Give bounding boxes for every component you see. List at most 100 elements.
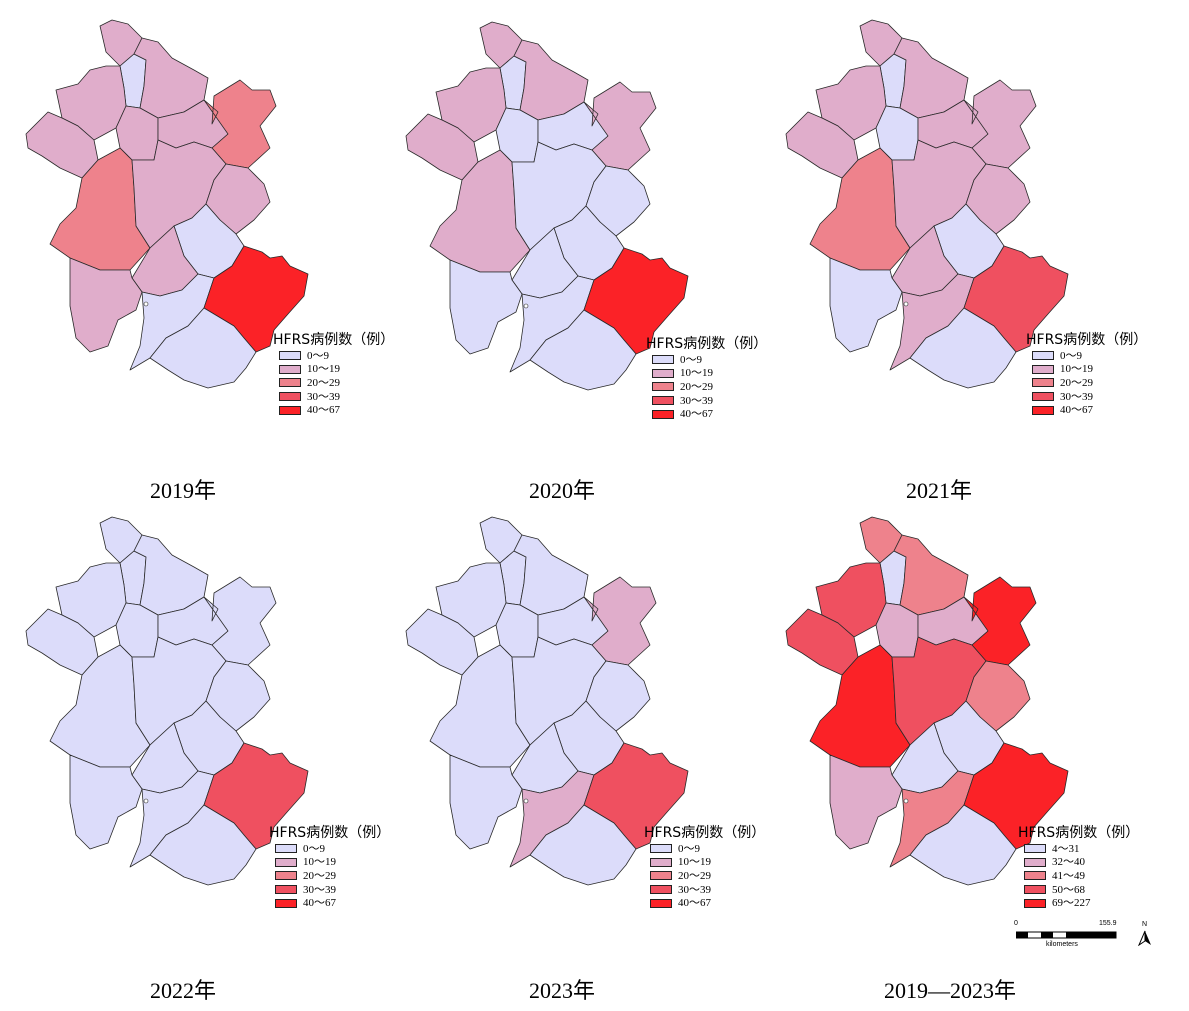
legend-item: 20～29: [644, 869, 794, 883]
region-11: [585, 660, 651, 732]
legend-swatch: [1032, 364, 1054, 374]
legend-label: 40～67: [678, 897, 711, 910]
legend-label: 69～227: [1052, 897, 1091, 910]
region-14: [69, 257, 143, 353]
legend-swatch: [652, 382, 674, 392]
map-panel-2021: HFRS病例数（例） 0～9 10～19 20～29 30～39 40～67 2…: [768, 8, 1148, 513]
legend-label: 30～39: [680, 394, 713, 407]
region-11: [965, 163, 1031, 235]
legend-item: 10～19: [644, 856, 794, 870]
choropleth-map: [785, 516, 1069, 886]
legend-swatch: [279, 392, 301, 402]
legend-item: 20～29: [269, 869, 419, 883]
legend-title: HFRS病例数（例）: [269, 825, 391, 841]
lake-icon: [143, 301, 149, 307]
region-17: [529, 309, 637, 391]
legend-swatch: [650, 844, 672, 854]
legend-swatch: [275, 857, 297, 867]
legend: HFRS病例数（例） 0～9 10～19 20～29 30～39 40～67: [269, 825, 419, 910]
legend-item: 30～39: [1026, 390, 1176, 404]
legend-label: 40～67: [307, 404, 340, 417]
legend-label: 10～19: [307, 363, 340, 376]
lake-icon: [903, 301, 909, 307]
legend-label: 0～9: [678, 842, 700, 855]
legend-item: 30～39: [273, 390, 423, 404]
region-14: [449, 259, 523, 355]
legend-item: 69～227: [1018, 896, 1168, 910]
region-8: [429, 644, 531, 768]
legend-swatch: [279, 351, 301, 361]
legend-item: 20～29: [1026, 376, 1176, 390]
legend-label: 0～9: [307, 349, 329, 362]
legend-swatch: [650, 857, 672, 867]
legend-item: 50～68: [1018, 883, 1168, 897]
region-14: [829, 754, 903, 850]
legend-label: 30～39: [678, 883, 711, 896]
legend-label: 20～29: [303, 869, 336, 882]
legend-item: 0～9: [269, 842, 419, 856]
legend-item: 30～39: [646, 394, 796, 408]
legend: HFRS病例数（例） 4～31 32～40 41～49 50～68 69～227: [1018, 825, 1168, 910]
legend-label: 50～68: [1052, 883, 1085, 896]
legend-label: 30～39: [1060, 390, 1093, 403]
legend-swatch: [275, 898, 297, 908]
year-caption: 2020年: [529, 478, 596, 503]
choropleth-map: [25, 516, 309, 886]
legend-item: 40～67: [1026, 403, 1176, 417]
year-caption: 2021年: [906, 478, 973, 503]
legend-item: 10～19: [646, 367, 796, 381]
legend-swatch: [1024, 857, 1046, 867]
legend-swatch: [1024, 885, 1046, 895]
legend-label: 30～39: [307, 390, 340, 403]
legend-item: 20～29: [646, 380, 796, 394]
legend-label: 0～9: [303, 842, 325, 855]
region-17: [529, 804, 637, 886]
legend-item: 40～67: [646, 407, 796, 421]
legend-title: HFRS病例数（例）: [644, 825, 766, 841]
legend: HFRS病例数（例） 0～9 10～19 20～29 30～39 40～67: [273, 332, 423, 417]
legend-title: HFRS病例数（例）: [646, 336, 768, 352]
map-panel-2019-2023: HFRS病例数（例） 4～31 32～40 41～49 50～68 69～227…: [768, 505, 1151, 1010]
legend-swatch: [275, 844, 297, 854]
year-caption: 2023年: [529, 978, 596, 1003]
legend-label: 40～67: [1060, 404, 1093, 417]
legend-title: HFRS病例数（例）: [273, 332, 395, 348]
region-8: [809, 147, 911, 271]
legend-swatch: [1032, 405, 1054, 415]
region-11: [205, 163, 271, 235]
scale-start-label: 0: [1014, 920, 1018, 927]
legend-item: 0～9: [273, 349, 423, 363]
legend-label: 4～31: [1052, 842, 1080, 855]
scale-unit-label: kilometers: [1046, 941, 1078, 948]
region-17: [149, 804, 257, 886]
legend-item: 0～9: [644, 842, 794, 856]
legend-item: 40～67: [644, 896, 794, 910]
legend-label: 0～9: [680, 353, 702, 366]
legend-swatch: [650, 871, 672, 881]
map-panel-2020: HFRS病例数（例） 0～9 10～19 20～29 30～39 40～67 2…: [388, 8, 768, 513]
legend-swatch: [279, 378, 301, 388]
legend-item: 10～19: [273, 363, 423, 377]
region-11: [205, 660, 271, 732]
lake-icon: [143, 798, 149, 804]
legend-swatch: [1024, 898, 1046, 908]
region-14: [449, 754, 523, 850]
choropleth-map: [405, 21, 689, 391]
legend-item: 30～39: [644, 883, 794, 897]
legend-label: 40～67: [680, 408, 713, 421]
legend-label: 20～29: [678, 869, 711, 882]
region-17: [909, 804, 1017, 886]
legend-swatch: [275, 871, 297, 881]
lake-icon: [523, 798, 529, 804]
legend-swatch: [652, 368, 674, 378]
legend-swatch: [650, 885, 672, 895]
legend-label: 40～67: [303, 897, 336, 910]
year-caption: 2022年: [150, 978, 217, 1003]
legend-swatch: [650, 898, 672, 908]
region-17: [909, 307, 1017, 389]
legend-swatch: [652, 409, 674, 419]
choropleth-map: [785, 19, 1069, 389]
legend: HFRS病例数（例） 0～9 10～19 20～29 30～39 40～67: [1026, 332, 1176, 417]
legend-swatch: [1032, 351, 1054, 361]
legend-swatch: [1024, 844, 1046, 854]
